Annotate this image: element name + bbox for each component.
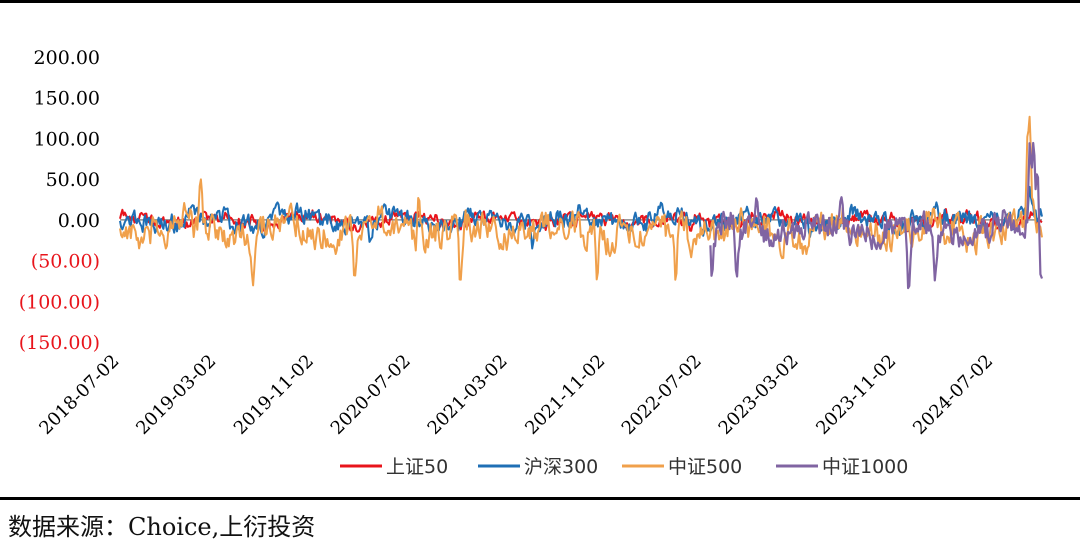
x-tick-label: 2020-07-02 [327, 351, 415, 439]
series-layer [119, 115, 1044, 290]
y-tick-label: 50.00 [46, 169, 100, 191]
legend-label: 上证50 [386, 456, 448, 478]
x-tick-label: 2019-11-02 [230, 351, 318, 439]
legend-label: 沪深300 [524, 456, 598, 478]
x-tick-label: 2022-07-02 [618, 351, 706, 439]
top-rule [0, 0, 1080, 3]
x-tick-label: 2023-11-02 [812, 351, 900, 439]
basis-line-chart: 200.00 150.00 100.00 50.00 0.00 (50.00) (100.0… [19, 47, 1044, 478]
series-line-4 [709, 141, 1044, 290]
y-tick-label: (100.00) [19, 291, 100, 313]
x-tick-label: 2018-07-02 [35, 351, 123, 439]
y-tick-label: 150.00 [34, 88, 100, 110]
x-tick-label: 2021-03-02 [424, 351, 512, 439]
x-tick-label: 2024-07-02 [909, 351, 997, 439]
bottom-rule [0, 497, 1080, 500]
series-line-3 [119, 115, 1043, 287]
legend-label: 中证500 [668, 456, 742, 478]
y-tick-label: 200.00 [34, 47, 100, 69]
y-tick-label: 100.00 [34, 128, 100, 150]
x-tick-label: 2019-03-02 [132, 351, 220, 439]
y-tick-label: (150.00) [19, 332, 100, 354]
source-note: 数据来源：Choice,上衍投资 [8, 513, 316, 541]
legend: 上证50 沪深300 中证500 中证1000 [340, 456, 908, 478]
y-tick-label: (50.00) [31, 251, 100, 273]
y-axis: 200.00 150.00 100.00 50.00 0.00 (50.00) (100.0… [19, 47, 100, 354]
x-axis: 2018-07-02 2019-03-02 2019-11-02 2020-07-02… [35, 351, 997, 439]
x-tick-label: 2023-03-02 [715, 351, 803, 439]
y-tick-label: 0.00 [58, 210, 100, 232]
x-tick-label: 2021-11-02 [521, 351, 609, 439]
legend-label: 中证1000 [822, 456, 908, 478]
